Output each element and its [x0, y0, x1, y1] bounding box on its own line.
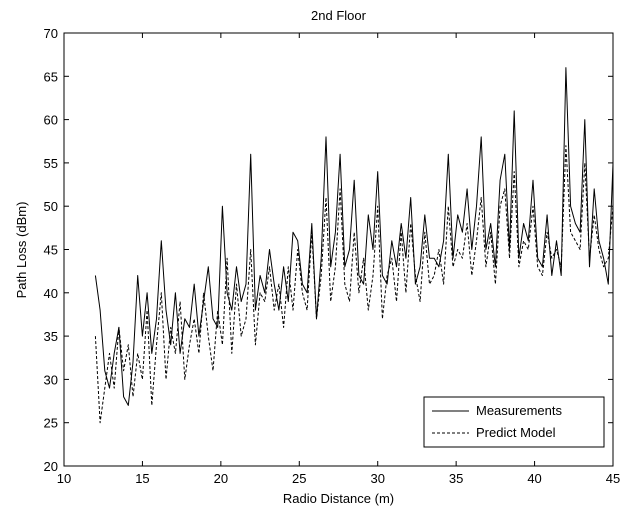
x-tick-label: 40	[527, 471, 541, 486]
y-tick-label: 65	[44, 69, 58, 84]
y-tick-label: 30	[44, 372, 58, 387]
x-tick-label: 45	[606, 471, 620, 486]
y-axis-title: Path Loss (dBm)	[14, 202, 29, 299]
legend-label-predict-model: Predict Model	[476, 425, 556, 440]
x-tick-label: 10	[57, 471, 71, 486]
chart-title: 2nd Floor	[311, 8, 367, 23]
x-tick-label: 15	[135, 471, 149, 486]
x-tick-label: 25	[292, 471, 306, 486]
y-tick-label: 35	[44, 329, 58, 344]
series-layer	[94, 67, 614, 424]
legend: Measurements Predict Model	[423, 396, 605, 448]
y-tick-label: 20	[44, 459, 58, 474]
y-tick-label: 60	[44, 113, 58, 128]
y-tick-label: 70	[44, 26, 58, 41]
ticks-layer: 10 15 20 25 30 35 40 45 20 25 30 35 40 45 50 55 60 65 70	[44, 26, 621, 486]
y-tick-label: 50	[44, 199, 58, 214]
y-tick-label: 45	[44, 243, 58, 258]
y-tick-label: 25	[44, 416, 58, 431]
x-axis-title: Radio Distance (m)	[283, 491, 394, 506]
y-tick-label: 40	[44, 286, 58, 301]
y-tick-label: 55	[44, 156, 58, 171]
legend-box	[423, 396, 605, 448]
series-line-predict-model	[94, 145, 614, 424]
legend-label-measurements: Measurements	[476, 403, 562, 418]
plot-area	[63, 32, 614, 467]
x-tick-label: 30	[370, 471, 384, 486]
x-tick-label: 35	[449, 471, 463, 486]
x-tick-label: 20	[214, 471, 228, 486]
series-line-measurements	[94, 67, 614, 406]
